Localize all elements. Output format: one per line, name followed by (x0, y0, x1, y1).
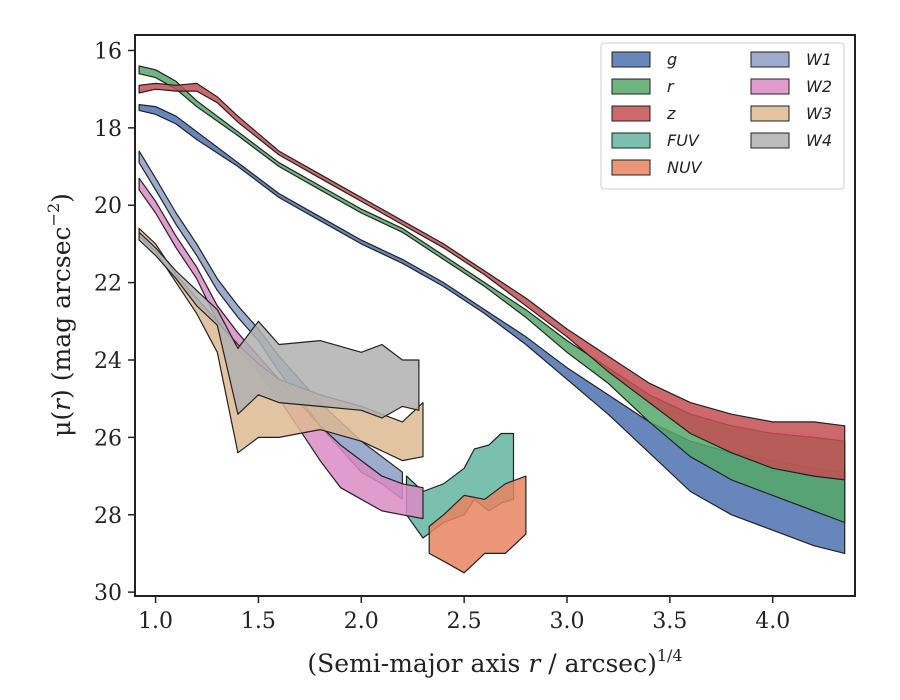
x-axis-ticks: 1.0 1.5 2.0 2.5 3.0 3.5 4.0 (138, 596, 790, 634)
series-area-z (138, 82, 846, 481)
x-axis-label-pre: (Semi-major axis (307, 649, 528, 678)
x-axis-label-post: / arcsec) (540, 649, 657, 678)
legend-label-w4: W4 (806, 131, 832, 150)
x-tick-label: 2.0 (344, 609, 379, 634)
x-tick-label: 2.5 (447, 609, 482, 634)
legend-swatch-r (611, 78, 651, 95)
legend-swatch-w3 (750, 105, 790, 122)
x-axis-label-var: r (528, 649, 542, 678)
y-tick-label: 26 (94, 426, 122, 451)
x-tick-label: 3.0 (550, 609, 585, 634)
legend-swatch-z (611, 105, 651, 122)
legend-label-w1: W1 (806, 50, 832, 69)
legend-swatch-fuv (611, 132, 651, 149)
y-axis-label-post: ) (mag arcsec (47, 226, 76, 399)
y-axis-label-sup: −2 (44, 203, 63, 227)
series-area-w4 (138, 231, 420, 419)
y-axis-label-var: r (47, 397, 76, 411)
y-tick-label: 28 (94, 504, 122, 529)
profile-areas (138, 65, 846, 574)
y-tick-label: 20 (94, 194, 122, 219)
y-axis-label-end: ) (47, 193, 76, 203)
legend-swatch-w4 (750, 132, 790, 149)
legend-label-r: r (667, 77, 675, 96)
y-tick-label: 24 (94, 349, 122, 374)
legend: grz FUV NUV W1 W2 W3 W4 (600, 42, 845, 190)
series-area-w1 (138, 150, 403, 500)
x-tick-label: 4.0 (755, 609, 790, 634)
series-area-nuv (428, 475, 527, 574)
x-axis-label-sup: 1/4 (657, 646, 683, 665)
legend-label-w2: W2 (806, 77, 832, 96)
y-axis-ticks: 16 18 20 22 24 26 28 30 (94, 39, 135, 606)
legend-swatch-w1 (750, 51, 790, 68)
y-tick-label: 30 (94, 581, 122, 606)
legend-label-fuv: FUV (667, 131, 700, 150)
plot-frame (134, 34, 856, 597)
legend-label-nuv: NUV (667, 158, 703, 177)
x-tick-label: 1.0 (138, 609, 173, 634)
legend-label-g: g (667, 50, 677, 69)
x-tick-label: 1.5 (241, 609, 276, 634)
y-tick-label: 16 (94, 39, 122, 64)
legend-label-z: z (666, 104, 676, 123)
legend-swatch-g (611, 51, 651, 68)
y-tick-label: 18 (94, 117, 122, 142)
legend-swatch-w2 (750, 78, 790, 95)
y-axis-label: μ(r) (mag arcsec−2) (44, 193, 76, 437)
series-area-g (138, 103, 846, 555)
x-axis-label: (Semi-major axis r / arcsec)1/4 (307, 646, 682, 678)
y-tick-label: 22 (94, 272, 122, 297)
x-tick-label: 3.5 (652, 609, 687, 634)
y-axis-label-pre: μ( (47, 411, 76, 437)
legend-swatch-nuv (611, 159, 651, 176)
legend-label-w3: W3 (806, 104, 832, 123)
